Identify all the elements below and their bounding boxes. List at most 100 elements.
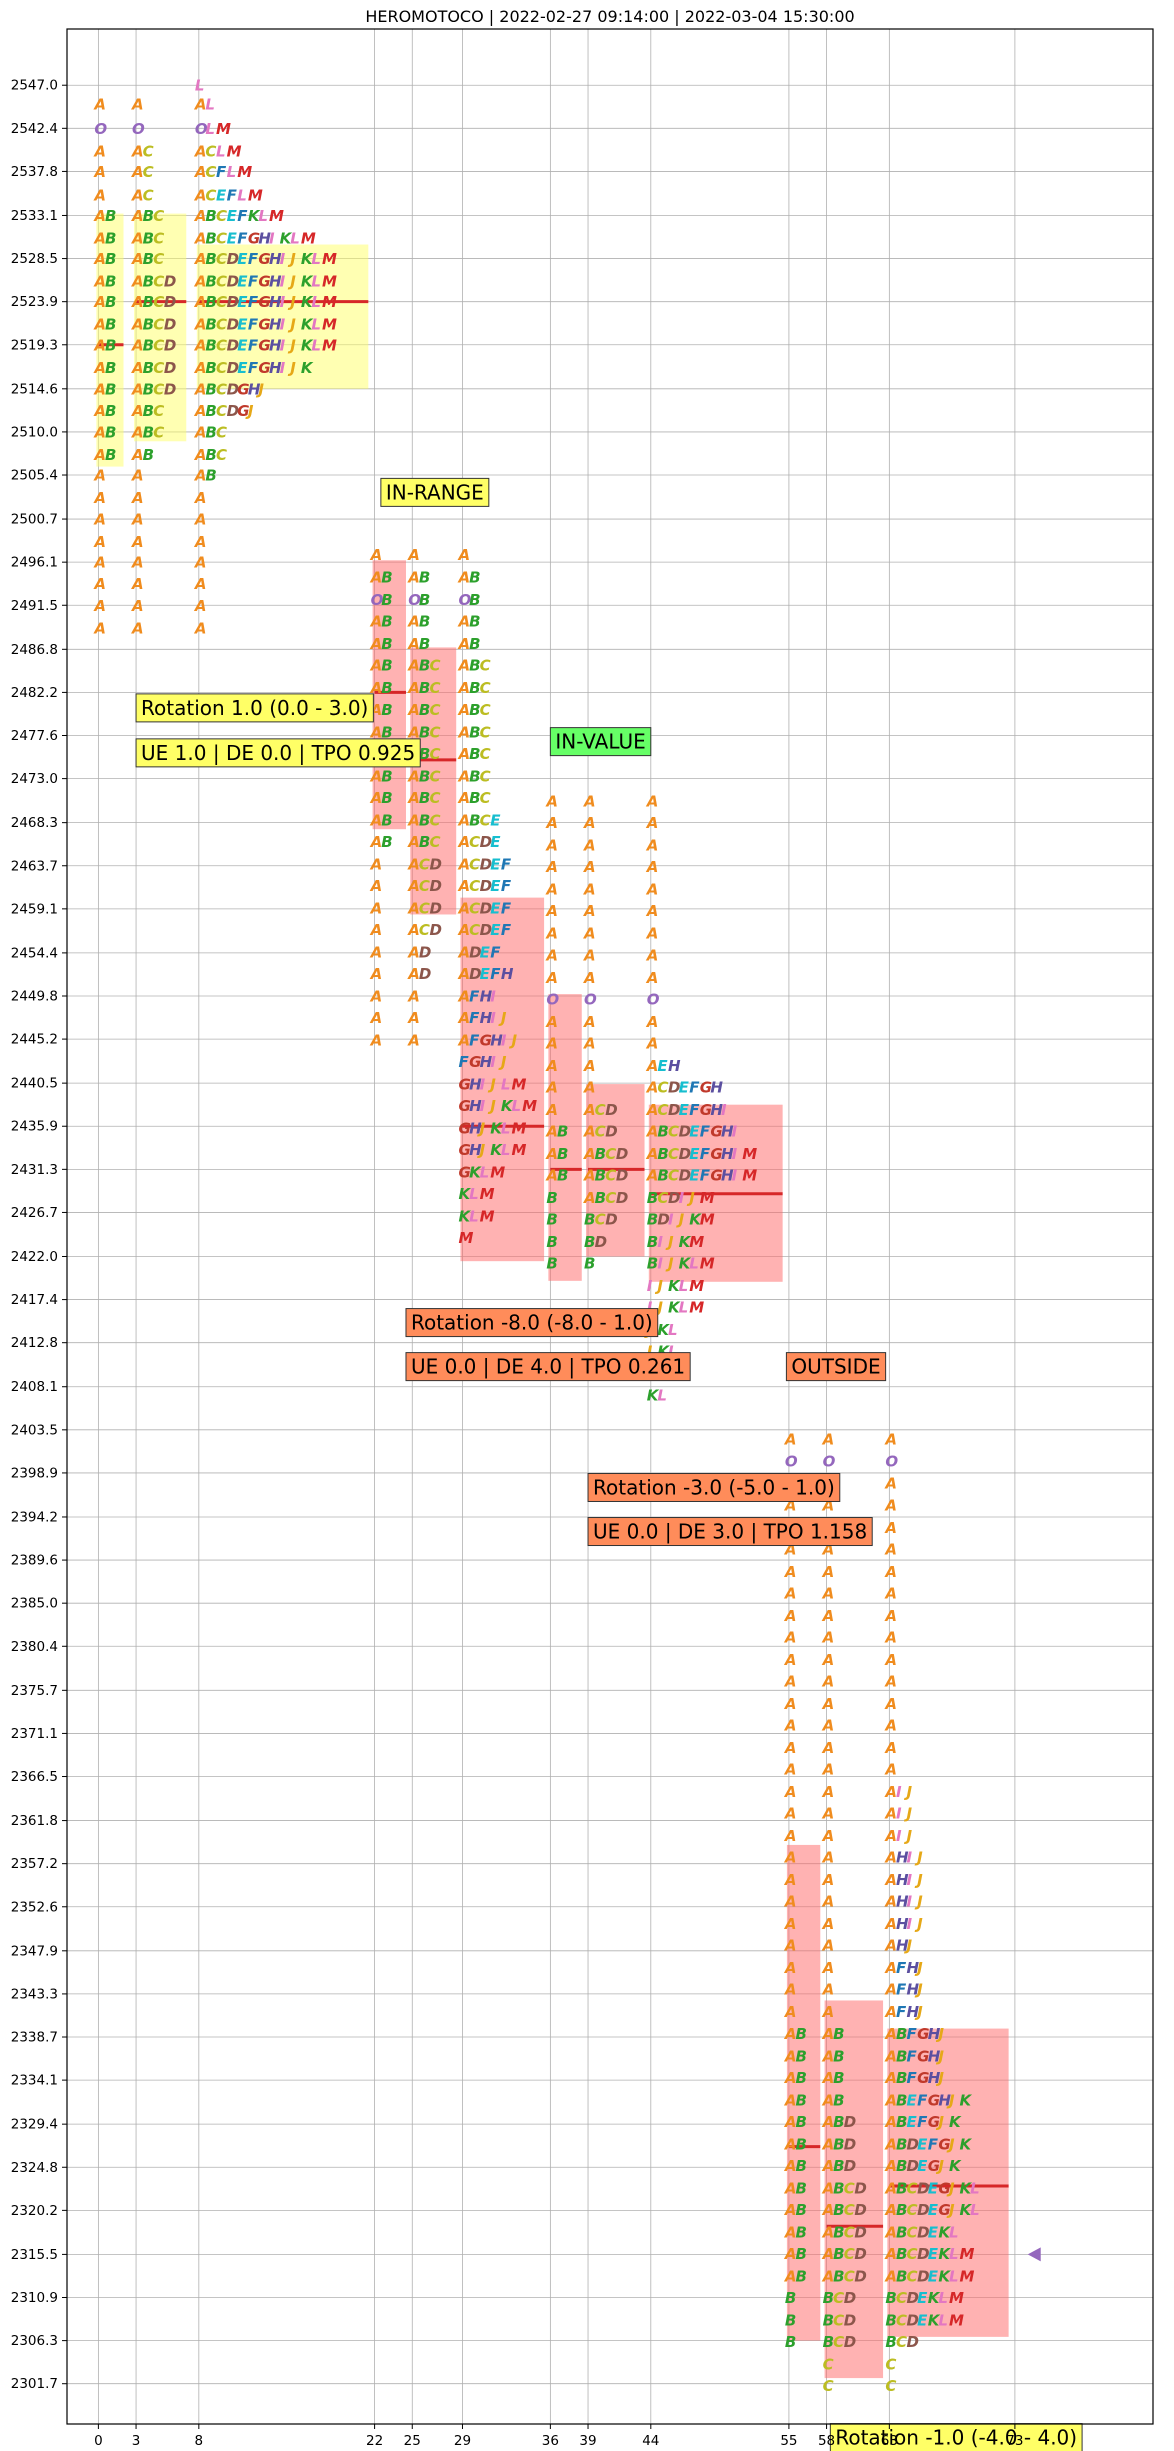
y-tick-label: 2440.5 <box>11 1076 58 1092</box>
tpo-letter: B <box>833 2157 844 2175</box>
tpo-letter: M <box>742 1145 757 1163</box>
tpo-letter: A <box>370 877 383 895</box>
tpo-letter: A <box>545 793 558 811</box>
tpo-letter: H <box>668 1057 681 1075</box>
tpo-letter: A <box>583 793 596 811</box>
tpo-letter: A <box>194 402 207 420</box>
tpo-letter: E <box>657 1057 668 1075</box>
tpo-letter: C <box>480 745 491 763</box>
tpo-letter: B <box>143 423 154 441</box>
tpo-letter: F <box>248 359 259 377</box>
tpo-letter: K <box>938 2267 951 2285</box>
tpo-letter: A <box>822 2267 835 2285</box>
tpo-letter: A <box>370 811 383 829</box>
tpo-letter: B <box>205 293 216 311</box>
tpo-letter: C <box>419 921 430 939</box>
tpo-letter: A <box>545 1057 558 1075</box>
tpo-letter: B <box>105 446 116 464</box>
tpo-letter: B <box>584 1255 595 1273</box>
tpo-letter: C <box>216 293 227 311</box>
tpo-letter: A <box>884 2113 897 2131</box>
tpo-letter: H <box>258 229 271 247</box>
tpo-letter: H <box>928 2025 941 2043</box>
tpo-letter: M <box>511 1141 526 1159</box>
tpo-letter: A <box>457 1032 470 1050</box>
tpo-letter: G <box>258 336 270 354</box>
tpo-letter: I <box>732 1122 738 1140</box>
tpo-letter: B <box>657 1122 668 1140</box>
tpo-letter: B <box>205 207 216 225</box>
tpo-letter: B <box>833 2047 844 2065</box>
tpo-letter: A <box>545 881 558 899</box>
tpo-letter: D <box>844 2333 856 2351</box>
tpo-letter: I <box>907 1915 913 1933</box>
tpo-letter: L <box>311 316 321 334</box>
tpo-letter: A <box>822 1628 835 1646</box>
tpo-letter: D <box>227 380 239 398</box>
tpo-letter: M <box>700 1255 715 1273</box>
tpo-letter: L <box>501 1141 511 1159</box>
tpo-letter: H <box>480 987 493 1005</box>
tpo-letter: G <box>458 1076 470 1094</box>
tpo-letter: C <box>429 657 440 675</box>
tpo-letter: A <box>822 2157 835 2175</box>
tpo-letter: C <box>885 2377 896 2395</box>
tpo-letter: E <box>907 2113 918 2131</box>
tpo-letter: B <box>647 1255 658 1273</box>
tpo-letter: E <box>237 336 248 354</box>
tpo-letter: B <box>796 2069 807 2087</box>
tpo-letter: O <box>132 120 145 138</box>
y-tick-label: 2422.0 <box>11 1249 58 1265</box>
tpo-letter: L <box>205 120 215 138</box>
tpo-letter: D <box>844 2135 856 2153</box>
tpo-letter: A <box>784 1871 797 1889</box>
tpo-letter: A <box>457 987 470 1005</box>
tpo-letter: M <box>227 142 242 160</box>
tpo-letter: A <box>407 635 420 653</box>
tpo-letter: B <box>595 1166 606 1184</box>
tpo-letter: A <box>884 2157 897 2175</box>
tpo-letter: I <box>657 1233 663 1251</box>
tpo-letter: D <box>616 1166 628 1184</box>
y-tick-label: 2454.4 <box>11 945 58 961</box>
y-tick-label: 2361.8 <box>11 1813 58 1829</box>
tpo-letter: J <box>665 1255 674 1273</box>
tpo-letter: B <box>381 591 392 609</box>
tpo-letter: B <box>381 767 392 785</box>
tpo-letter: M <box>511 1120 526 1138</box>
tpo-letter: L <box>237 186 247 204</box>
tpo-letter: A <box>93 293 106 311</box>
y-tick-label: 2533.1 <box>11 208 58 224</box>
tpo-letter: A <box>822 1716 835 1734</box>
tpo-letter: A <box>822 1783 835 1801</box>
tpo-letter: A <box>884 1893 897 1911</box>
tpo-letter: K <box>689 1211 702 1229</box>
tpo-letter: C <box>896 2289 907 2307</box>
tpo-letter: B <box>785 2311 796 2329</box>
tpo-letter: D <box>907 2135 919 2153</box>
tpo-letter: A <box>583 1057 596 1075</box>
tpo-letter: J <box>904 1805 913 1823</box>
tpo-letter: A <box>822 1761 835 1779</box>
tpo-letter: M <box>511 1076 526 1094</box>
tpo-letter: A <box>194 250 207 268</box>
tpo-letter: C <box>216 316 227 334</box>
tpo-letter: A <box>784 2025 797 2043</box>
tpo-letter: I <box>647 1299 653 1317</box>
tpo-letter: F <box>896 1959 907 1977</box>
tpo-letter: A <box>457 877 470 895</box>
tpo-letter: H <box>469 1076 482 1094</box>
y-tick-label: 2500.7 <box>11 512 58 528</box>
tpo-letter: C <box>143 142 154 160</box>
tpo-letter: A <box>131 489 144 507</box>
tpo-letter: K <box>458 1185 471 1203</box>
tpo-letter: H <box>269 250 282 268</box>
tpo-letter: E <box>679 1101 690 1119</box>
tpo-letter: A <box>822 1584 835 1602</box>
tpo-letter: A <box>784 1805 797 1823</box>
tpo-letter: G <box>917 2025 929 2043</box>
tpo-letter: A <box>646 946 659 964</box>
y-tick-label: 2523.9 <box>11 294 58 310</box>
tpo-letter: A <box>131 619 144 637</box>
tpo-letter: A <box>822 1871 835 1889</box>
